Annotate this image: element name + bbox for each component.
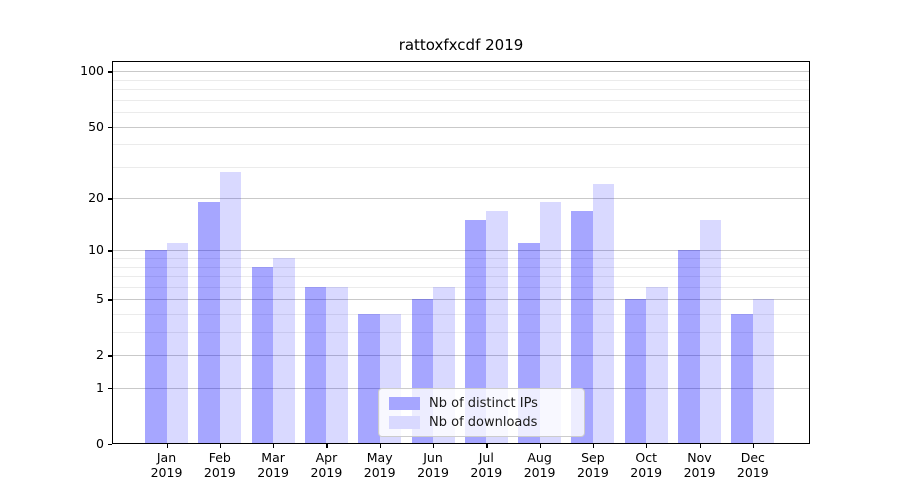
legend-label-downloads: Nb of downloads	[429, 414, 538, 430]
x-tick-mark	[166, 444, 168, 448]
bar-ips-oct	[624, 299, 647, 444]
x-tick-label: Feb 2019	[203, 450, 236, 480]
x-tick-label: Jul 2019	[470, 450, 503, 480]
bar-downloads-dec	[752, 299, 775, 444]
x-tick-mark	[486, 444, 488, 448]
x-tick-mark	[592, 444, 595, 448]
y-tick-label: 100	[80, 63, 104, 79]
minor-gridline	[113, 144, 809, 146]
minor-gridline	[113, 112, 809, 114]
bar-ips-feb	[198, 202, 220, 444]
y-tick-label: 2	[96, 347, 104, 363]
x-tick-mark	[219, 444, 222, 448]
legend-label-ips: Nb of distinct IPs	[429, 395, 538, 411]
x-tick-label: Jan 2019	[150, 450, 183, 480]
minor-gridline	[113, 99, 809, 101]
legend: Nb of distinct IPs Nb of downloads	[378, 388, 585, 437]
y-tick-mark	[108, 388, 112, 390]
y-tick-label: 5	[96, 291, 104, 307]
major-gridline	[113, 71, 809, 73]
bar-downloads-jul	[486, 210, 508, 444]
bar-downloads-apr	[326, 286, 348, 444]
downloads-swatch-icon	[389, 415, 420, 429]
y-tick-mark	[108, 126, 112, 128]
bar-ips-may	[358, 314, 380, 444]
bar-ips-mar	[251, 266, 274, 444]
minor-gridline	[113, 79, 809, 81]
major-gridline	[113, 126, 809, 128]
bar-ips-dec	[731, 314, 753, 444]
bar-downloads-nov	[699, 220, 721, 444]
ips-swatch-icon	[389, 396, 420, 410]
y-tick-label: 0	[96, 436, 104, 451]
x-tick-mark	[539, 444, 541, 448]
major-gridline	[113, 250, 809, 252]
chart-title: rattoxfxcdf 2019	[398, 36, 524, 54]
x-tick-label: Apr 2019	[310, 450, 343, 480]
minor-gridline	[113, 89, 809, 91]
x-tick-label: Jun 2019	[417, 450, 449, 480]
x-tick-label: Sep 2019	[576, 450, 609, 480]
bar-downloads-mar	[273, 258, 295, 444]
y-tick-mark	[108, 299, 112, 301]
y-tick-mark	[108, 250, 112, 252]
y-tick-mark	[108, 355, 112, 357]
y-tick-mark	[108, 444, 112, 446]
bar-ips-nov	[678, 250, 700, 444]
bar-downloads-sep	[592, 184, 615, 444]
bar-ips-jan	[145, 250, 167, 444]
x-tick-label: Aug 2019	[523, 450, 556, 480]
x-tick-mark	[433, 444, 435, 448]
major-gridline	[113, 198, 809, 200]
y-tick-label: 10	[88, 242, 104, 258]
x-tick-label: Nov 2019	[683, 450, 716, 480]
minor-gridline	[113, 332, 809, 334]
x-tick-label: Dec 2019	[736, 450, 769, 480]
y-tick-mark	[108, 71, 112, 73]
x-tick-mark	[699, 444, 701, 448]
x-tick-label: May 2019	[363, 450, 396, 480]
x-tick-mark	[273, 444, 275, 448]
minor-gridline	[113, 266, 809, 268]
x-tick-mark	[646, 444, 648, 448]
x-tick-mark	[752, 444, 755, 448]
y-tick-label: 50	[88, 118, 104, 134]
y-tick-label: 1	[96, 380, 104, 396]
bar-downloads-feb	[219, 172, 242, 444]
x-tick-mark	[379, 444, 381, 448]
major-gridline	[113, 355, 809, 357]
y-tick-mark	[108, 198, 112, 200]
legend-row-downloads: Nb of downloads	[389, 415, 574, 430]
bar-downloads-oct	[646, 286, 668, 444]
minor-gridline	[113, 286, 809, 288]
minor-gridline	[113, 314, 809, 316]
minor-gridline	[113, 276, 809, 278]
x-tick-mark	[326, 444, 328, 448]
bar-ips-apr	[304, 286, 327, 444]
minor-gridline	[113, 166, 809, 168]
minor-gridline	[113, 258, 809, 260]
bar-downloads-jan	[166, 243, 188, 444]
x-tick-label: Mar 2019	[257, 450, 289, 480]
y-tick-label: 20	[88, 190, 104, 206]
major-gridline	[113, 299, 809, 301]
bar-ips-sep	[571, 210, 593, 444]
x-tick-label: Oct 2019	[630, 450, 663, 480]
legend-row-ips: Nb of distinct IPs	[389, 396, 574, 411]
bar-downloads-aug	[539, 202, 562, 444]
